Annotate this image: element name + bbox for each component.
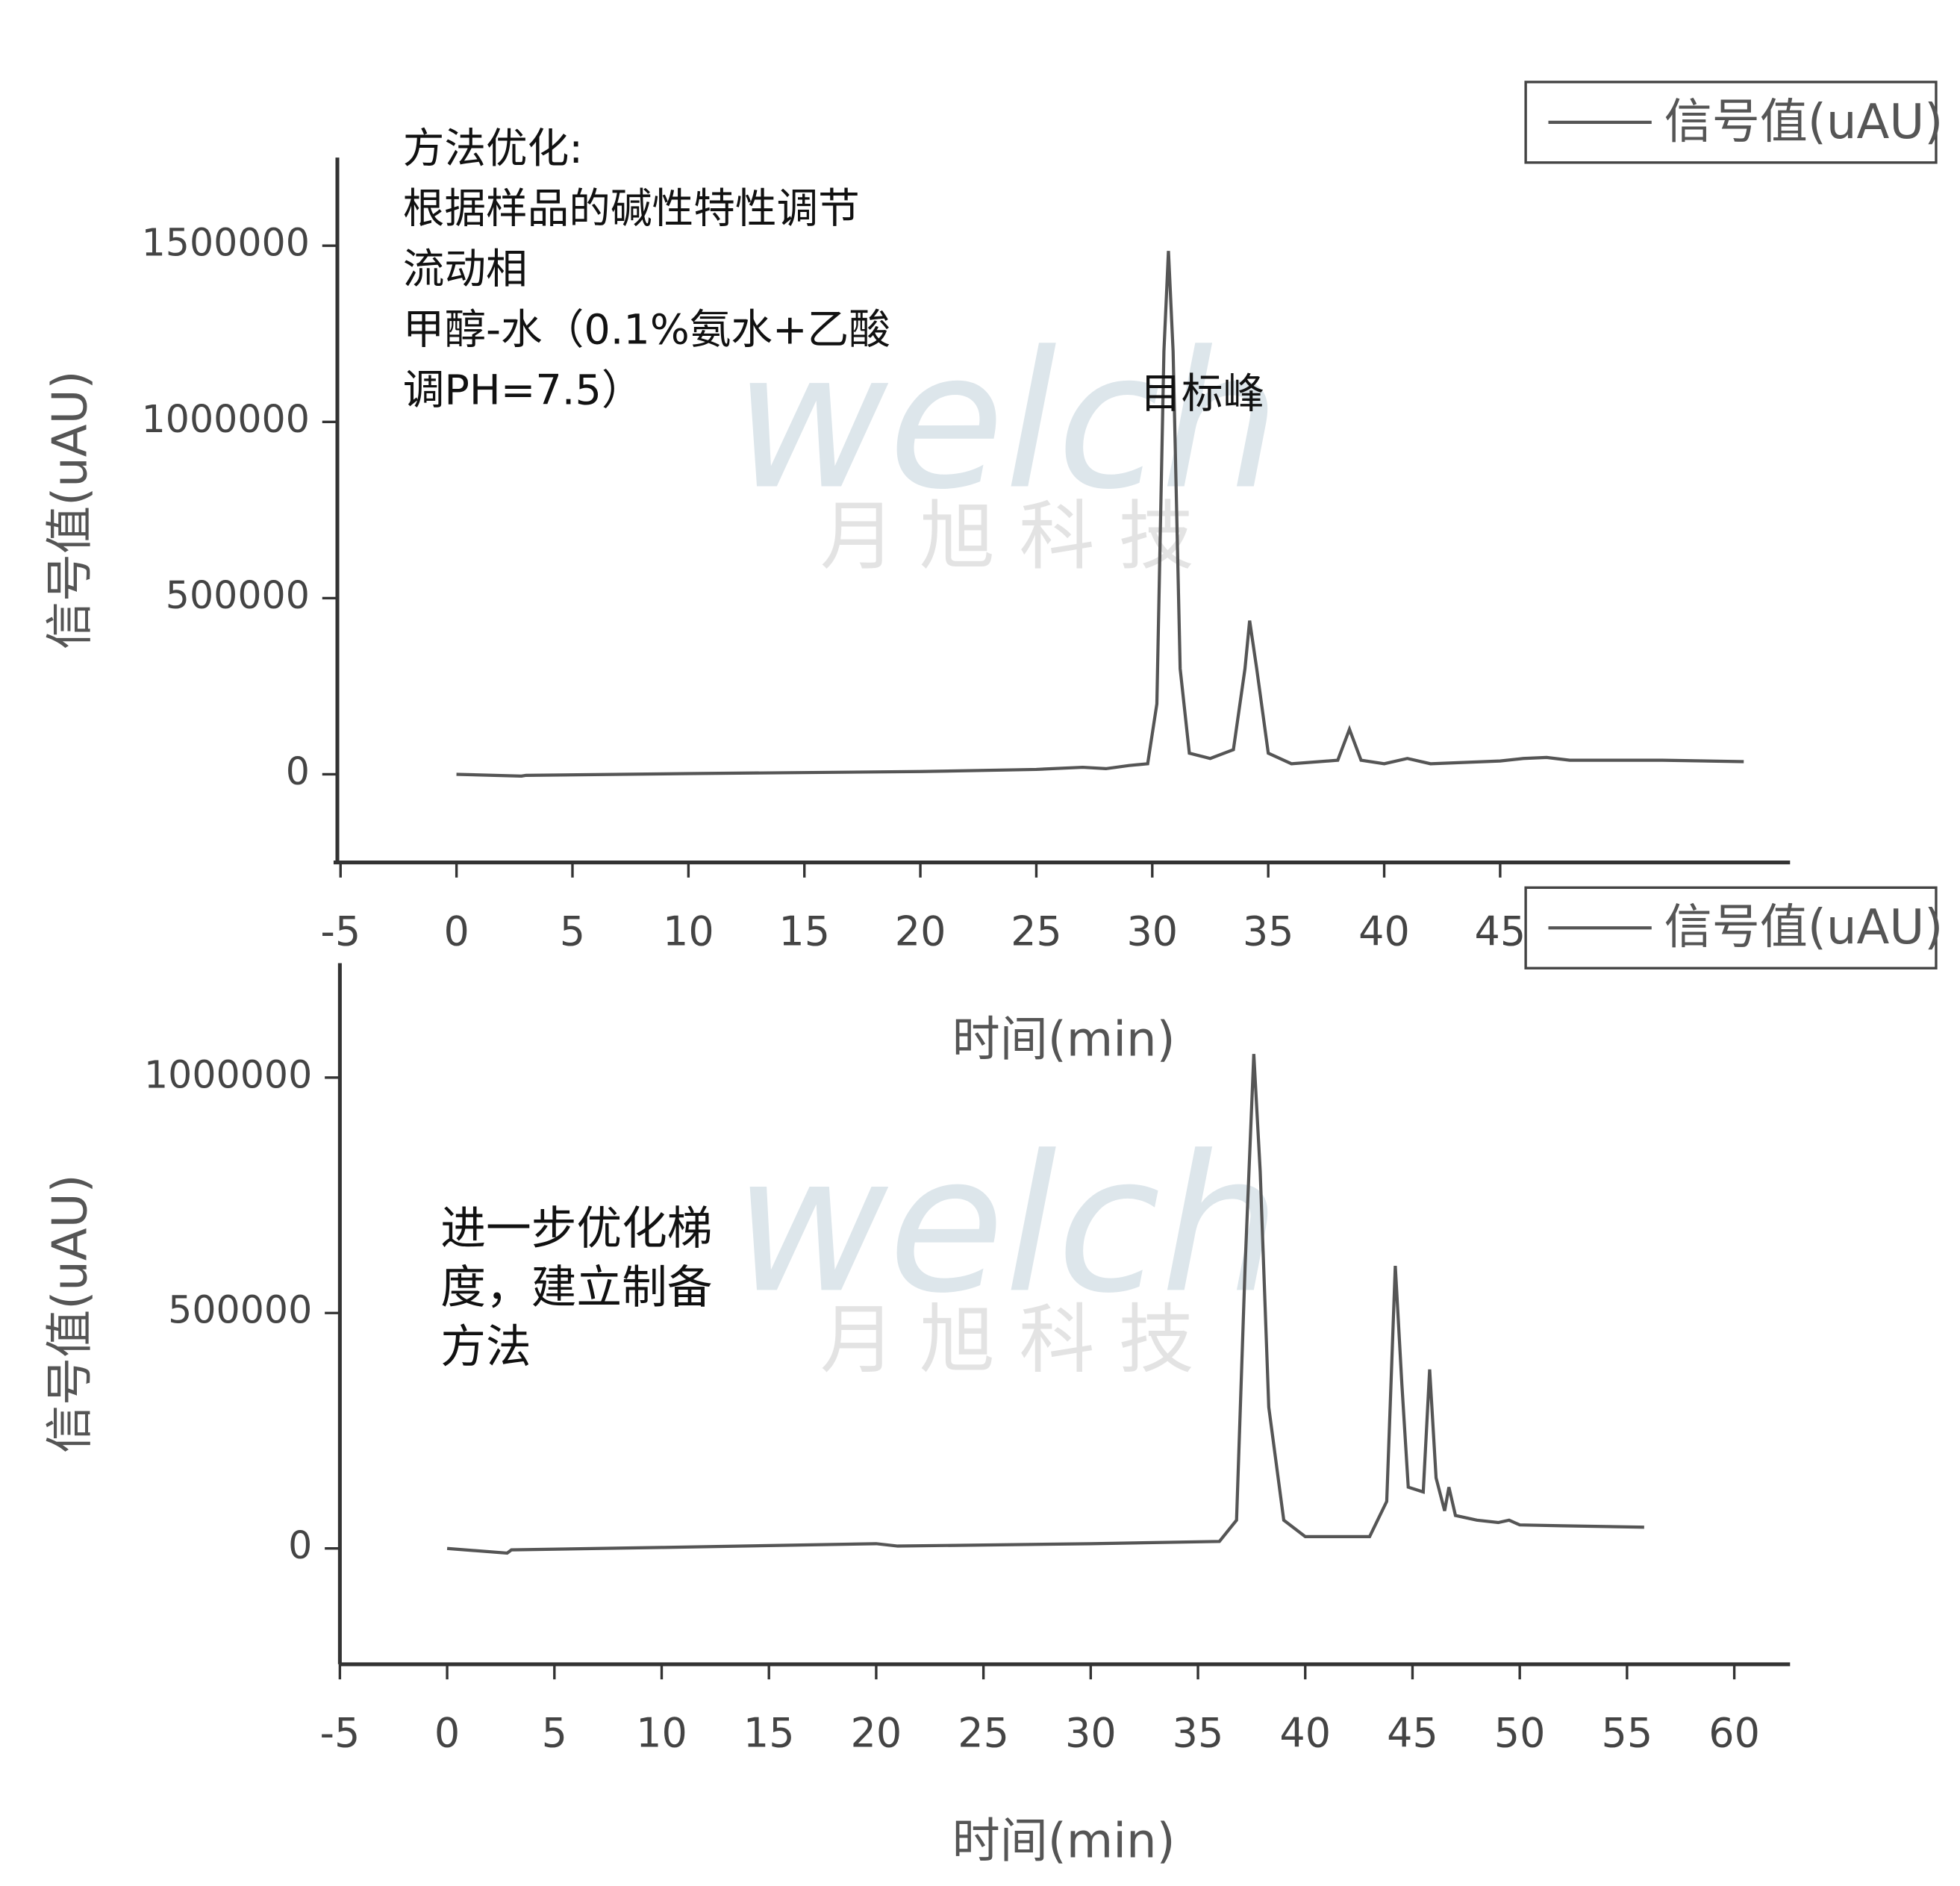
x-tick-label: 5	[560, 908, 585, 955]
y-tick-label: 1500000	[142, 221, 310, 265]
annotation: 甲醇-水（0.1%氨水+乙酸	[403, 306, 890, 355]
x-tick-label: 55	[1602, 1710, 1653, 1757]
x-tick-label: 0	[443, 908, 469, 955]
x-tick-label: 10	[636, 1710, 687, 1757]
x-tick-label: 40	[1358, 908, 1410, 955]
x-tick-label: 15	[743, 1710, 795, 1757]
x-tick-label: 50	[1494, 1710, 1546, 1757]
legend-label: 信号值(uAU)	[1664, 95, 1944, 150]
annotation: 进一步优化梯	[440, 1202, 712, 1255]
y-axis-label: 信号值(uAU)	[43, 371, 98, 650]
data-line	[456, 251, 1744, 778]
x-tick-label: 30	[1065, 1710, 1117, 1757]
annotation: 度，建立制备	[440, 1262, 712, 1314]
x-tick-label: 0	[434, 1710, 460, 1757]
y-tick-label: 0	[288, 1523, 312, 1567]
legend-label: 信号值(uAU)	[1664, 900, 1944, 955]
watermark-logo: welch	[734, 1114, 1280, 1334]
x-tick-label: -5	[319, 1710, 360, 1757]
y-tick-label: 1000000	[144, 1052, 312, 1096]
x-tick-label: 45	[1475, 908, 1526, 955]
x-tick-label: 40	[1279, 1710, 1331, 1757]
y-tick-label: 1000000	[142, 397, 310, 441]
y-tick-label: 500000	[166, 573, 310, 617]
x-tick-label: 30	[1126, 908, 1178, 955]
annotation: 方法优化:	[403, 125, 583, 173]
x-tick-label: 20	[851, 1710, 902, 1757]
x-tick-label: 60	[1708, 1710, 1760, 1757]
annotation: 调PH=7.5）	[403, 366, 643, 415]
annotation: 根据样品的碱性特性调节	[403, 185, 860, 234]
x-tick-label: 25	[1011, 908, 1062, 955]
data-line	[446, 1054, 1644, 1555]
x-tick-label: 10	[663, 908, 714, 955]
x-tick-label: 35	[1173, 1710, 1224, 1757]
x-tick-label: 5	[542, 1710, 567, 1757]
y-tick-label: 0	[286, 749, 310, 793]
x-tick-label: 35	[1243, 908, 1294, 955]
x-tick-label: 45	[1387, 1710, 1438, 1757]
annotation: 流动相	[403, 246, 528, 294]
y-tick-label: 500000	[168, 1288, 312, 1332]
x-tick-label: 20	[895, 908, 946, 955]
x-tick-label: -5	[320, 908, 361, 955]
peak-label: 目标峰	[1140, 370, 1264, 419]
x-tick-label: 15	[778, 908, 830, 955]
watermark-logo: welch	[734, 310, 1280, 531]
watermark-text: 月 旭 科 技	[820, 492, 1194, 580]
watermark-text: 月 旭 科 技	[820, 1296, 1194, 1384]
x-tick-label: 25	[958, 1710, 1009, 1757]
x-axis-label: 时间(min)	[952, 1012, 1176, 1067]
x-axis-label: 时间(min)	[952, 1814, 1176, 1870]
annotation: 方法	[440, 1321, 531, 1373]
y-axis-label: 信号值(uAU)	[43, 1174, 98, 1453]
